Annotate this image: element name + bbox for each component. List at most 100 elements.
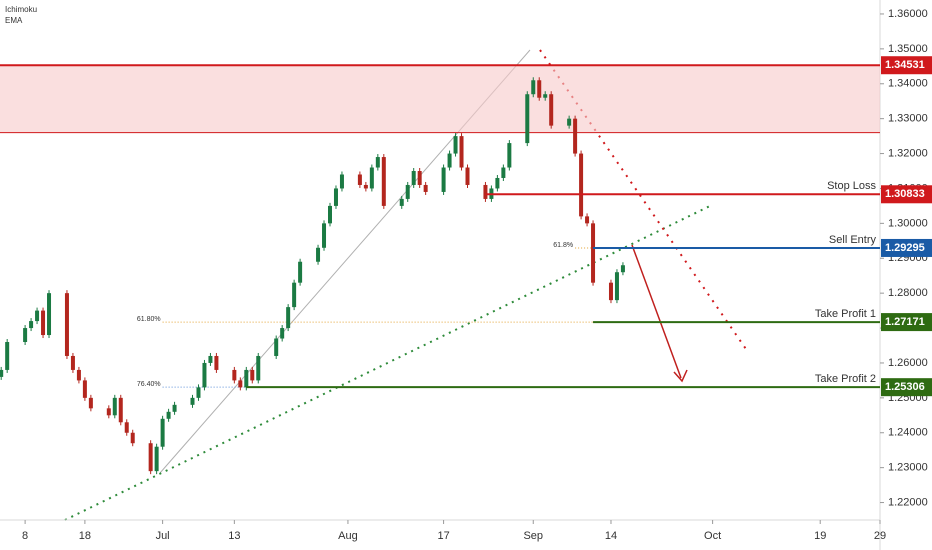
candle (423, 184, 428, 192)
candle (106, 408, 111, 416)
candle (286, 307, 291, 329)
candle (124, 422, 129, 433)
y-tick-label: 1.23000 (888, 462, 928, 474)
candle (35, 310, 40, 322)
candle (280, 328, 285, 339)
candle (585, 216, 590, 224)
candle (208, 355, 213, 363)
level-price: 1.27171 (885, 316, 925, 328)
candle (501, 167, 506, 178)
candle (29, 321, 34, 329)
level-name: Sell Entry (829, 234, 877, 246)
candle (196, 387, 201, 398)
y-tick-label: 1.22000 (888, 496, 928, 508)
y-tick-label: 1.34000 (888, 78, 928, 90)
x-tick-label: 8 (22, 530, 28, 542)
level-price: 1.34531 (885, 59, 925, 71)
candle (154, 446, 159, 472)
candle (483, 184, 488, 199)
candle (441, 167, 446, 192)
y-tick-label: 1.30000 (888, 217, 928, 229)
y-tick-label: 1.36000 (888, 8, 928, 20)
candle (525, 94, 530, 144)
candle (447, 153, 452, 168)
candle (507, 143, 512, 168)
candle (148, 443, 153, 472)
candle (0, 369, 4, 377)
support-trendline (64, 204, 713, 521)
candle (399, 198, 404, 206)
candle (202, 362, 207, 388)
candle (82, 380, 87, 398)
candle (381, 157, 386, 206)
candle (537, 80, 542, 98)
candle (620, 265, 625, 273)
level-badge (881, 185, 932, 204)
level-price: 1.29295 (885, 242, 925, 254)
x-tick-label: 18 (79, 530, 91, 542)
candle (274, 338, 279, 356)
x-tick-label: 14 (605, 530, 617, 542)
candle (591, 223, 596, 283)
candle (118, 397, 123, 423)
candle (172, 404, 177, 412)
candle (573, 118, 578, 154)
candle (316, 247, 321, 262)
candle (614, 272, 619, 301)
candle (112, 397, 117, 416)
candle (369, 167, 374, 189)
candle (328, 205, 332, 224)
level-badge (881, 378, 932, 397)
candle (417, 171, 422, 185)
level-price: 1.30833 (885, 188, 925, 200)
x-tick-label: 13 (228, 530, 240, 542)
fib-label: 61.80% (137, 316, 161, 323)
candle (23, 328, 28, 343)
x-tick-label: Aug (338, 530, 358, 542)
fib-label: 61.8% (553, 242, 573, 249)
candle (88, 397, 93, 409)
y-tick-label: 1.28000 (888, 287, 928, 299)
x-tick-label: Jul (156, 530, 170, 542)
resistance-zone (0, 65, 880, 133)
candle (543, 94, 548, 98)
candle (608, 282, 613, 301)
candle (232, 369, 237, 381)
candle (357, 174, 362, 185)
candle (47, 293, 52, 336)
candle (322, 223, 327, 248)
x-tick-label: 17 (437, 530, 449, 542)
candle (292, 282, 297, 308)
candle (333, 188, 338, 206)
y-tick-label: 1.26000 (888, 357, 928, 369)
candle (405, 184, 410, 199)
x-tick-label: 19 (814, 530, 826, 542)
candle (5, 342, 10, 370)
candle (160, 418, 165, 447)
candle (339, 174, 344, 189)
candle (244, 369, 249, 388)
candle (70, 355, 75, 370)
candle (298, 261, 303, 283)
x-tick-label: 29 (874, 530, 886, 542)
resistance-trendline (539, 49, 749, 353)
candle (256, 355, 261, 381)
candle (375, 157, 380, 168)
candle (453, 136, 458, 154)
candle (567, 118, 572, 126)
indicator-label: EMA (5, 16, 23, 25)
y-tick-label: 1.24000 (888, 427, 928, 439)
forecast-arrow (631, 244, 682, 379)
x-tick-label: Sep (523, 530, 543, 542)
level-name: Stop Loss (827, 180, 876, 192)
candle (531, 80, 536, 95)
fib-label: 76.40% (137, 381, 161, 388)
y-tick-label: 1.33000 (888, 113, 928, 125)
candle (411, 171, 416, 185)
candle (166, 411, 171, 419)
candle (190, 397, 195, 405)
candle (579, 153, 584, 217)
candle (214, 355, 219, 370)
candle (459, 136, 464, 168)
candle (130, 432, 135, 444)
